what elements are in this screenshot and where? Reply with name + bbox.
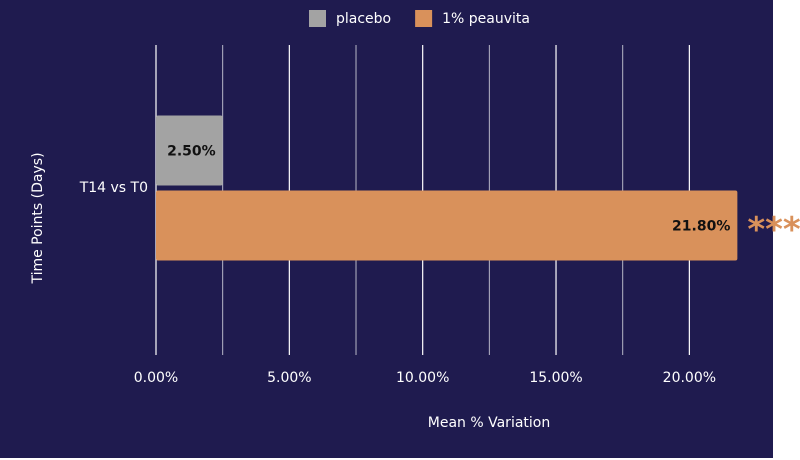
x-tick-label: 5.00% xyxy=(267,370,311,386)
y-axis-label: Time Points (Days) xyxy=(30,152,46,284)
bar xyxy=(156,190,738,261)
value-label: 2.50% xyxy=(167,144,216,160)
x-tick-label: 20.00% xyxy=(663,370,716,386)
legend-label: placebo xyxy=(336,11,391,27)
x-axis-label: Mean % Variation xyxy=(428,415,550,431)
legend-swatch xyxy=(415,10,433,27)
bar xyxy=(156,115,223,186)
x-tick-label: 0.00% xyxy=(134,370,178,386)
legend-swatch xyxy=(309,10,326,27)
y-tick-label: T14 vs T0 xyxy=(79,180,148,196)
x-tick-label: 10.00% xyxy=(396,370,449,386)
value-label: 21.80% xyxy=(672,219,730,235)
x-tick-label: 15.00% xyxy=(529,370,582,386)
annotation: *** xyxy=(747,210,800,250)
legend-label: 1% peauvita xyxy=(442,11,530,27)
